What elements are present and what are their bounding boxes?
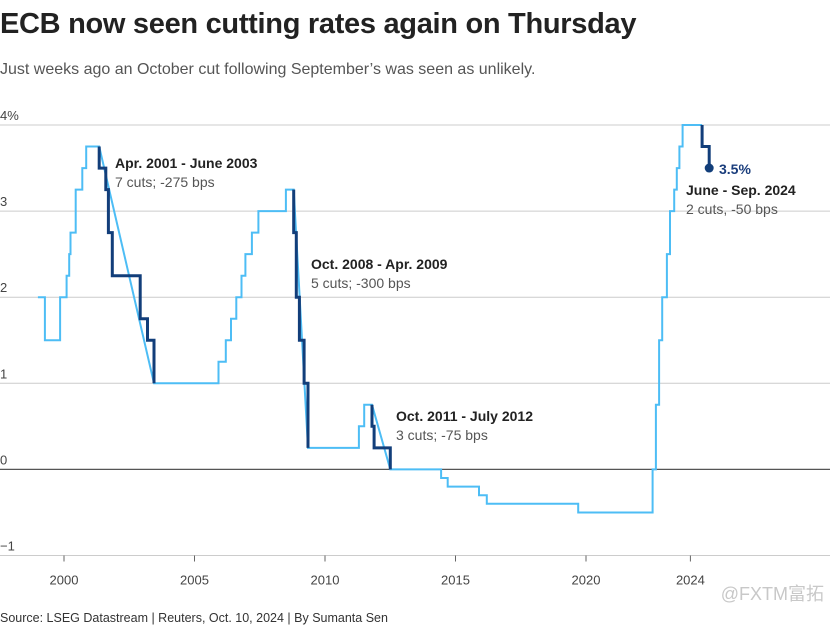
x-axis-labels: 2000 2005 2010 2015 2020 2024	[50, 555, 705, 588]
rate-chart: 4% 3 2 1 0 −1 2000 2005 2010 2015 2020 2024 Apr. 2…	[0, 108, 830, 588]
y-tick-label: 1	[0, 366, 7, 381]
x-tick-label: 2015	[441, 573, 470, 588]
x-tick-label: 2010	[311, 573, 340, 588]
x-tick-label: 2024	[676, 573, 705, 588]
end-value-label: 3.5%	[719, 161, 751, 177]
cut-period-line-4	[700, 125, 711, 169]
cut-period-line-3	[370, 404, 392, 470]
y-tick-label: 2	[0, 280, 7, 295]
x-tick-label: 2005	[180, 573, 209, 588]
annotation-sub-2008: 5 cuts; -300 bps	[311, 275, 411, 291]
cut-period-line-1	[97, 146, 156, 384]
y-axis-labels: 4% 3 2 1 0 −1	[0, 108, 19, 554]
y-tick-label: 4%	[0, 108, 19, 123]
cut-period-line-2	[292, 189, 310, 448]
source-note: Source: LSEG Datastream | Reuters, Oct. …	[0, 611, 388, 625]
y-tick-label: 3	[0, 194, 7, 209]
chart-title: ECB now seen cutting rates again on Thur…	[0, 8, 637, 40]
annotation-sub-2024: 2 cuts, -50 bps	[686, 201, 778, 217]
chart-subtitle: Just weeks ago an October cut following …	[0, 61, 536, 78]
annotation-title-2001: Apr. 2001 - June 2003	[115, 155, 258, 171]
y-tick-label: −1	[0, 539, 15, 554]
annotation-title-2011: Oct. 2011 - July 2012	[396, 408, 533, 424]
x-tick-label: 2000	[50, 573, 79, 588]
annotation-sub-2011: 3 cuts; -75 bps	[396, 427, 488, 443]
watermark: @FXTM富拓	[720, 584, 824, 604]
series-lines	[37, 124, 714, 514]
annotation-title-2008: Oct. 2008 - Apr. 2009	[311, 256, 448, 272]
end-point-marker	[704, 163, 714, 173]
y-tick-label: 0	[0, 452, 7, 467]
x-tick-label: 2020	[572, 573, 601, 588]
annotation-sub-2001: 7 cuts; -275 bps	[115, 174, 215, 190]
annotation-title-2024: June - Sep. 2024	[686, 182, 796, 198]
annotations: Apr. 2001 - June 2003 7 cuts; -275 bps O…	[115, 155, 796, 443]
